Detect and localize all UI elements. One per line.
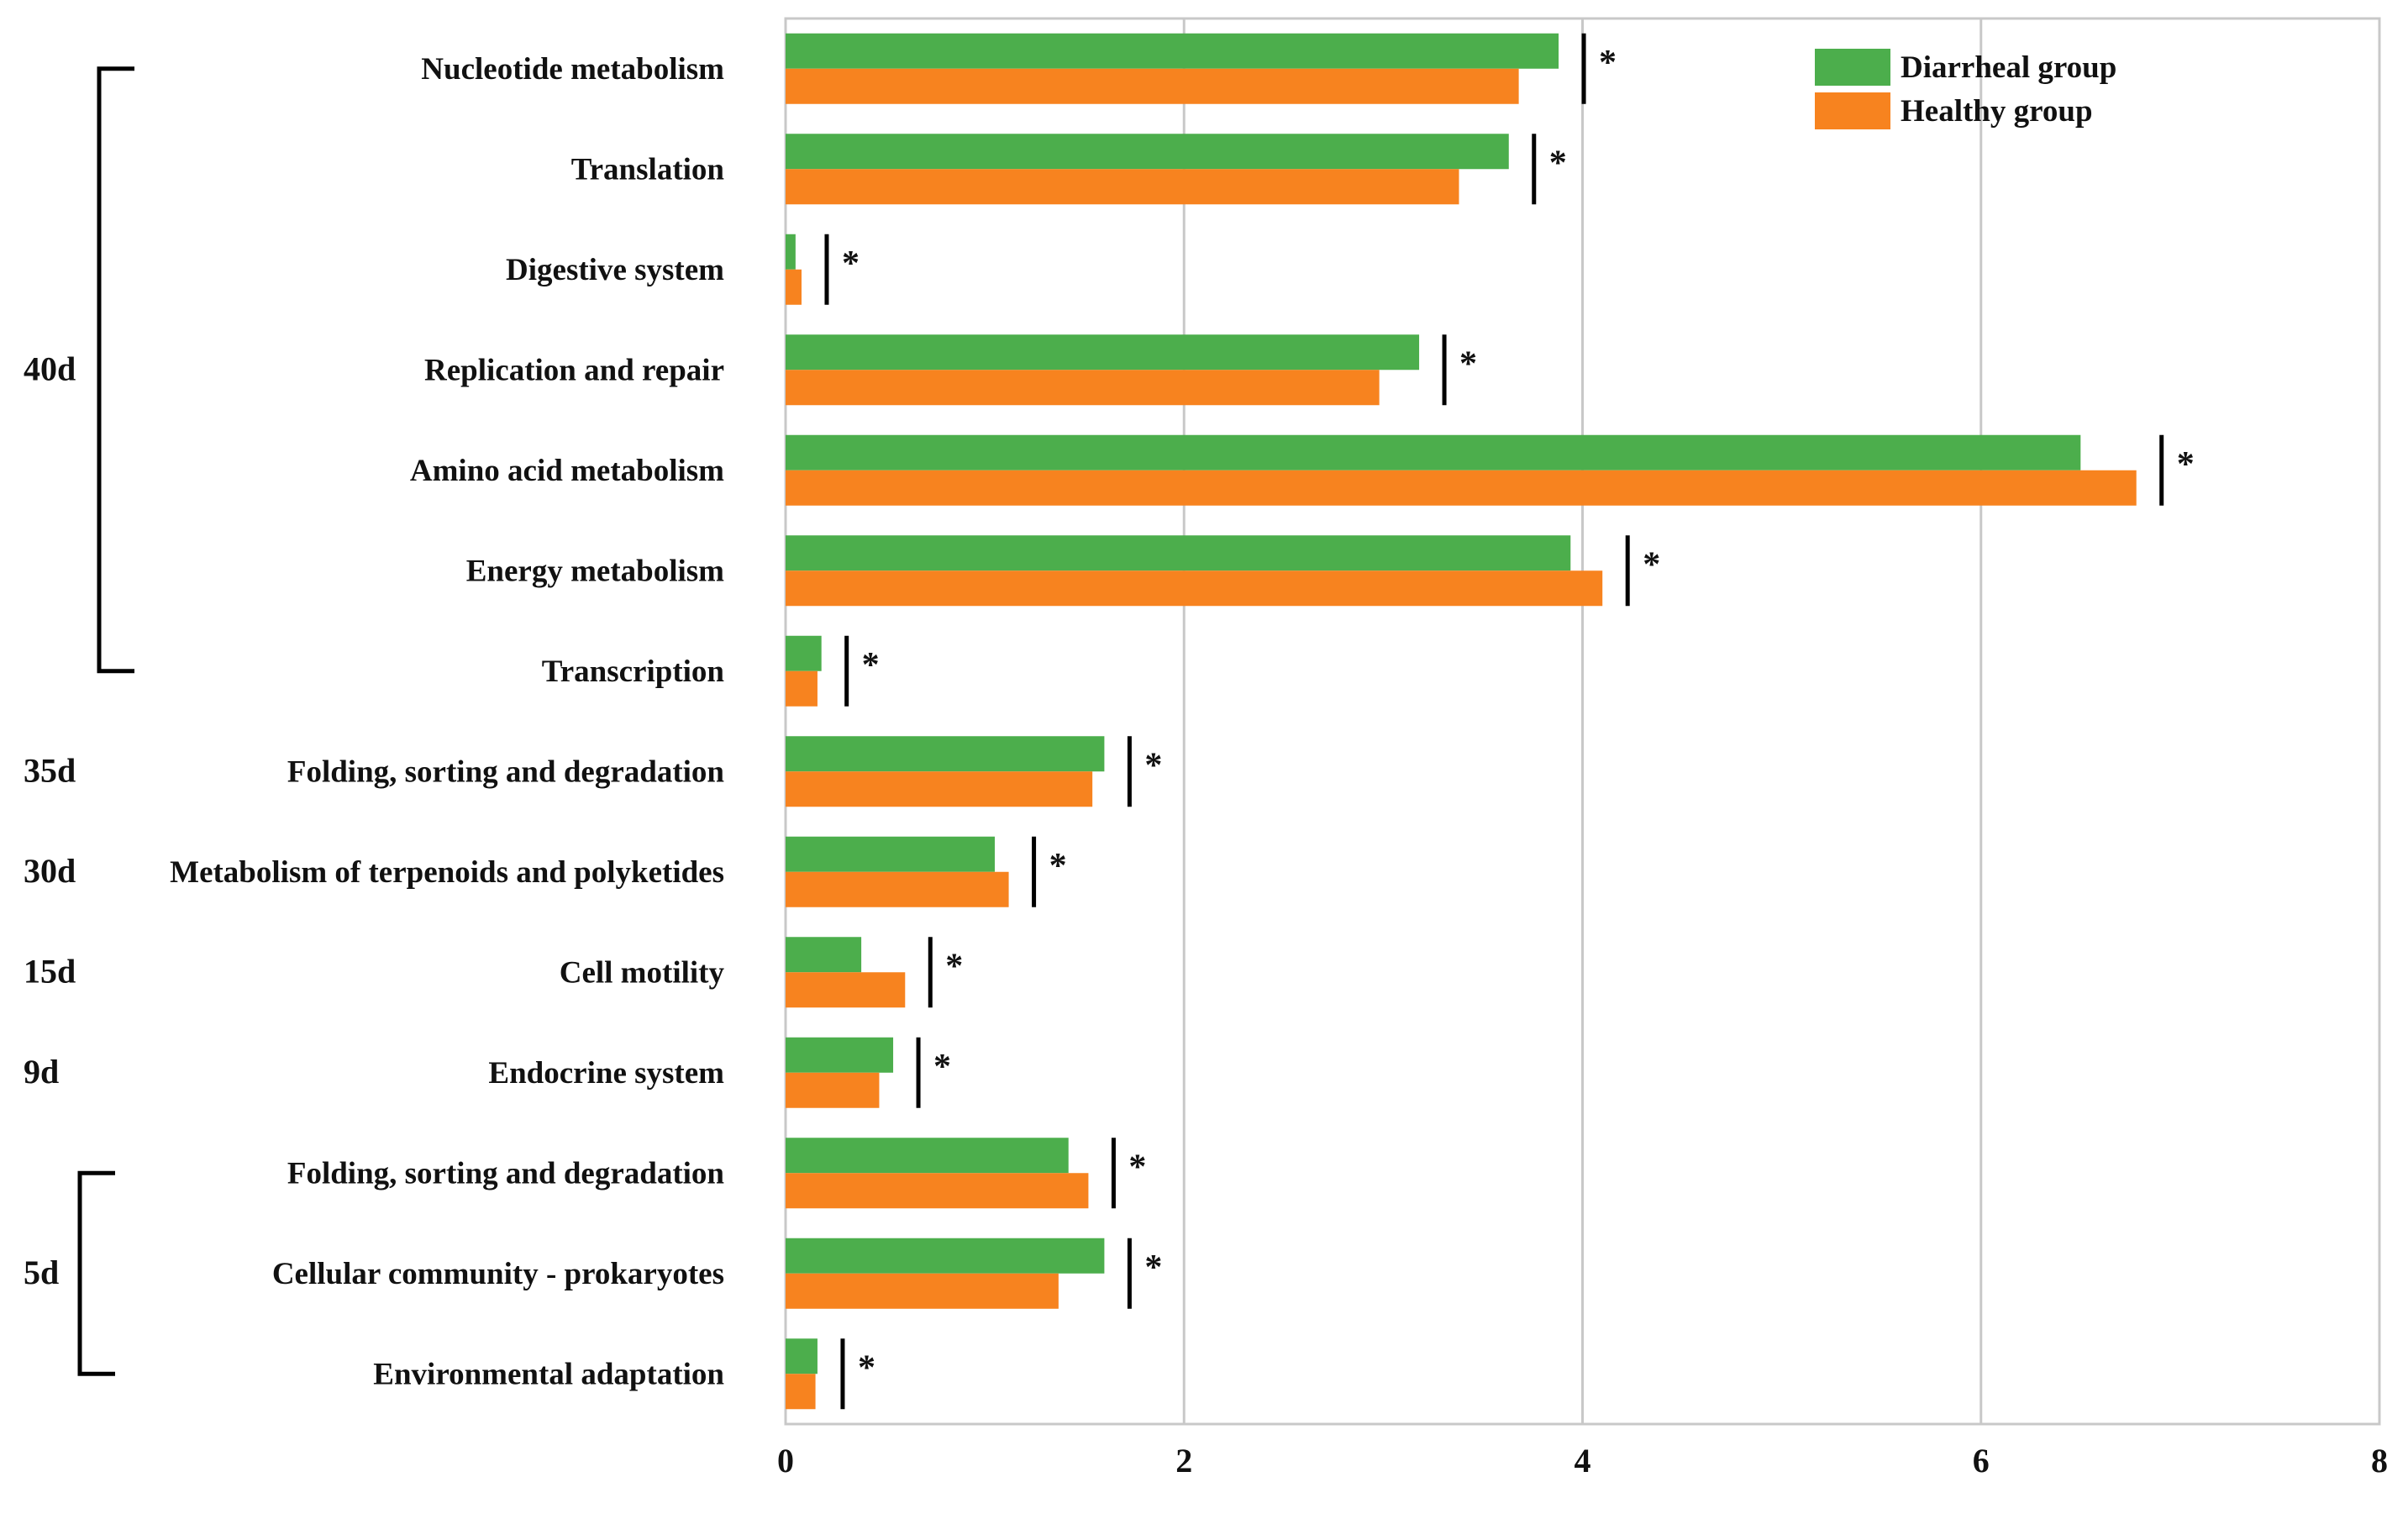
bar-diarrheal <box>786 33 1559 69</box>
bar-diarrheal <box>786 535 1571 571</box>
bar-diarrheal <box>786 836 995 872</box>
bar-diarrheal <box>786 334 1420 371</box>
bar-healthy <box>786 169 1459 205</box>
group-label: 9d <box>24 1053 59 1091</box>
significance-star: * <box>2177 445 2195 484</box>
significance-star: * <box>842 244 860 283</box>
bar-healthy <box>786 1173 1089 1209</box>
significance-star: * <box>1144 746 1162 785</box>
category-label: Metabolism of terpenoids and polyketides <box>170 855 724 890</box>
category-label: Folding, sorting and degradation <box>287 1156 725 1190</box>
significance-star: * <box>1049 847 1067 886</box>
x-tick-label: 0 <box>777 1442 794 1480</box>
category-label: Translation <box>571 152 725 187</box>
legend-swatch <box>1815 49 1890 86</box>
bar-healthy <box>786 871 1009 907</box>
bar-diarrheal <box>786 1037 894 1073</box>
bar-healthy <box>786 670 818 707</box>
bar-diarrheal <box>786 434 2081 470</box>
group-label: 30d <box>24 852 76 890</box>
bar-healthy <box>786 370 1380 406</box>
category-label: Replication and repair <box>424 353 724 387</box>
bar-healthy <box>786 269 802 305</box>
legend-label: Diarrheal group <box>1901 50 2116 85</box>
bar-diarrheal <box>786 234 796 270</box>
category-label: Energy metabolism <box>466 554 724 588</box>
bar-diarrheal <box>786 937 862 973</box>
x-tick-label: 4 <box>1575 1442 1591 1480</box>
category-label: Cellular community - prokaryotes <box>272 1257 724 1291</box>
bar-healthy <box>786 1072 880 1108</box>
significance-star: * <box>933 1048 951 1086</box>
bar-healthy <box>786 470 2137 506</box>
category-label: Digestive system <box>506 253 724 287</box>
bar-diarrheal <box>786 1338 818 1374</box>
category-label: Transcription <box>542 654 725 689</box>
legend-swatch <box>1815 92 1890 129</box>
significance-star: * <box>1128 1148 1146 1186</box>
x-tick-label: 8 <box>2371 1442 2388 1480</box>
category-label: Amino acid metabolism <box>410 454 724 488</box>
bar-healthy <box>786 771 1093 807</box>
x-tick-label: 6 <box>1973 1442 1990 1480</box>
bar-healthy <box>786 1273 1059 1309</box>
significance-star: * <box>1144 1248 1162 1287</box>
significance-star: * <box>945 947 963 986</box>
category-label: Nucleotide metabolism <box>421 52 724 87</box>
group-label: 5d <box>24 1254 59 1291</box>
x-tick-label: 2 <box>1175 1442 1192 1480</box>
significance-star: * <box>1549 144 1567 182</box>
bar-diarrheal <box>786 134 1509 170</box>
category-label: Environmental adaptation <box>373 1357 724 1391</box>
legend-label: Healthy group <box>1901 94 2093 129</box>
bar-diarrheal <box>786 736 1105 772</box>
group-label: 35d <box>24 751 76 789</box>
significance-star: * <box>1459 344 1477 383</box>
bar-healthy <box>786 570 1603 607</box>
bar-diarrheal <box>786 1138 1069 1174</box>
group-label: 15d <box>24 952 76 990</box>
significance-star: * <box>1643 545 1660 584</box>
category-label: Endocrine system <box>488 1056 724 1091</box>
group-bracket <box>77 1170 115 1376</box>
bar-diarrheal <box>786 635 822 671</box>
category-label: Folding, sorting and degradation <box>287 754 725 789</box>
significance-star: * <box>1599 44 1617 82</box>
category-label: Cell motility <box>560 955 725 990</box>
bar-healthy <box>786 972 906 1008</box>
bar-healthy <box>786 68 1519 104</box>
bar-healthy <box>786 1374 816 1410</box>
bar-diarrheal <box>786 1238 1105 1274</box>
group-label: 40d <box>24 350 76 387</box>
significance-star: * <box>858 1348 875 1387</box>
significance-star: * <box>862 646 880 685</box>
group-bracket <box>97 66 134 674</box>
